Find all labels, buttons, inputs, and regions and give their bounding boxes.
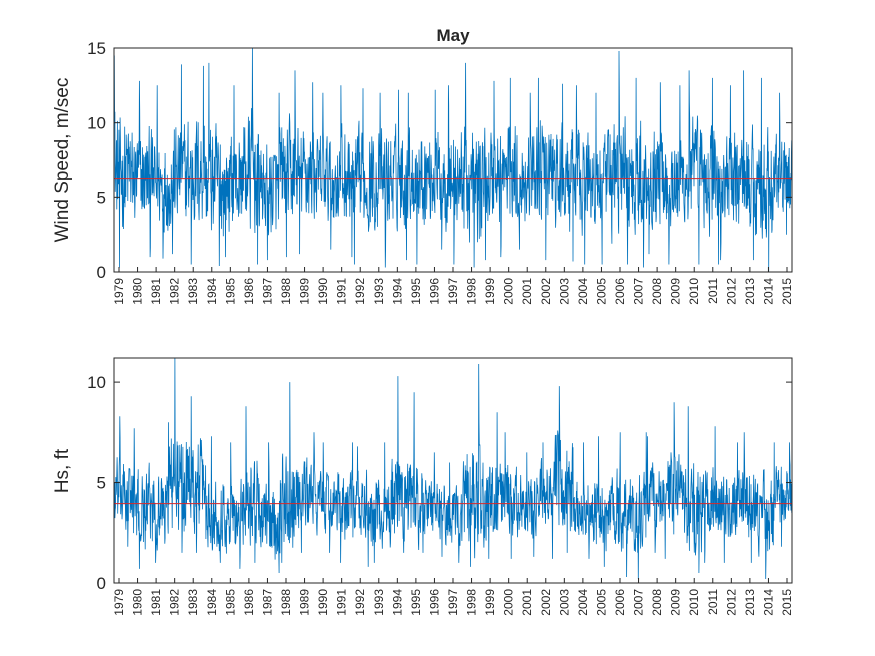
wave-height-x-tick-label: 2007 <box>632 589 646 616</box>
wind-speed-x-tick-label: 2008 <box>650 278 664 305</box>
wave-height-x-tick-label: 1989 <box>298 589 312 616</box>
wave-height-y-tick-label: 0 <box>97 574 106 593</box>
wind-speed-y-tick-label: 5 <box>97 188 106 207</box>
chart-title: May <box>436 26 470 45</box>
wind-speed-x-tick-label: 1995 <box>409 278 423 305</box>
wave-height-x-tick-label: 2012 <box>724 589 738 616</box>
wind-speed-x-tick-label: 1979 <box>112 278 126 305</box>
wave-height-x-tick-label: 1999 <box>483 589 497 616</box>
wave-height-x-tick-label: 2005 <box>594 589 608 616</box>
wave-height-x-tick-label: 1981 <box>149 589 163 616</box>
wave-height-x-tick-label: 1994 <box>390 589 404 616</box>
wave-height-x-tick-label: 1984 <box>205 589 219 616</box>
wind-speed-x-tick-label: 1998 <box>465 278 479 305</box>
wind-speed-x-tick-label: 1996 <box>427 278 441 305</box>
wind-speed-y-tick-label: 0 <box>97 263 106 282</box>
wind-speed-x-tick-label: 2013 <box>743 278 757 305</box>
wind-speed-x-tick-label: 1990 <box>316 278 330 305</box>
wind-speed-x-tick-label: 1999 <box>483 278 497 305</box>
wave-height-x-tick-label: 1982 <box>168 589 182 616</box>
wave-height-x-tick-label: 2008 <box>650 589 664 616</box>
wind-speed-x-tick-label: 1989 <box>298 278 312 305</box>
wave-height-x-tick-label: 2013 <box>743 589 757 616</box>
wind-speed-plot-area <box>113 47 793 273</box>
wave-height-x-tick-label: 2014 <box>761 589 775 616</box>
wave-height-axes: 0 5 10 1979 1980 1981 1982 1983 1984 1985 1986 198… <box>52 357 794 616</box>
wave-height-series-group <box>113 357 793 580</box>
wave-height-x-tick-label: 1988 <box>279 589 293 616</box>
wave-height-x-tick-label: 1995 <box>409 589 423 616</box>
wind-speed-x-tick-label: 2004 <box>576 278 590 305</box>
wave-height-y-tick-label: 5 <box>97 474 106 493</box>
wave-height-x-tick-label: 1991 <box>335 589 349 616</box>
wind-speed-x-tick-label: 2015 <box>780 278 794 305</box>
wind-speed-x-tick-label: 1985 <box>223 278 237 305</box>
wave-height-axes-frame <box>113 357 793 584</box>
wind-speed-x-tick-label: 1980 <box>131 278 145 305</box>
wind-speed-series-group <box>113 47 793 273</box>
wave-height-x-tick-label: 2006 <box>613 589 627 616</box>
wind-speed-x-tick-label: 1986 <box>242 278 256 305</box>
wave-height-x-tick-label: 1986 <box>242 589 256 616</box>
wave-height-x-tick-label: 1987 <box>260 589 274 616</box>
wave-height-x-tick-label: 1980 <box>131 589 145 616</box>
wind-speed-x-tick-label: 2001 <box>520 278 534 305</box>
wave-height-x-tick-label: 2015 <box>780 589 794 616</box>
wind-speed-y-tick-label: 15 <box>87 39 106 58</box>
wave-height-x-tick-label: 1998 <box>465 589 479 616</box>
wind-speed-x-tick-label: 1988 <box>279 278 293 305</box>
wind-speed-series-line <box>113 47 793 273</box>
wind-speed-x-tick-label: 1984 <box>205 278 219 305</box>
wind-speed-x-tick-label: 2014 <box>761 278 775 305</box>
wind-speed-x-tick-label: 1981 <box>149 278 163 305</box>
wind-speed-y-tick-label: 10 <box>87 114 106 133</box>
wind-speed-x-tick-label: 2006 <box>613 278 627 305</box>
wind-speed-x-tick-label: 2012 <box>724 278 738 305</box>
wind-speed-x-tick-label: 1994 <box>390 278 404 305</box>
wind-speed-y-axis-label: Wind Speed, m/sec <box>52 78 73 243</box>
wave-height-x-tick-label: 2004 <box>576 589 590 616</box>
wave-height-y-axis-label: Hs, ft <box>52 448 73 493</box>
wind-speed-x-tick-label: 1983 <box>186 278 200 305</box>
wave-height-series-line <box>113 357 793 580</box>
wave-height-x-tick-label: 1985 <box>223 589 237 616</box>
wind-speed-x-tick-label: 1982 <box>168 278 182 305</box>
wave-height-x-tick-label: 2009 <box>669 589 683 616</box>
wave-height-x-tick-label: 1992 <box>353 589 367 616</box>
wave-height-x-tick-label: 1993 <box>372 589 386 616</box>
wind-speed-x-tick-label: 1992 <box>353 278 367 305</box>
wind-speed-x-ticks: 1979 1980 1981 1982 1983 1984 1985 1986 1987 1988… <box>112 267 794 305</box>
wave-height-x-ticks: 1979 1980 1981 1982 1983 1984 1985 1986 1987 1988… <box>112 578 794 616</box>
wind-speed-x-tick-label: 2002 <box>539 278 553 305</box>
wave-height-x-tick-label: 2002 <box>539 589 553 616</box>
wind-speed-x-tick-label: 2005 <box>594 278 608 305</box>
wind-speed-x-tick-label: 2007 <box>632 278 646 305</box>
wave-height-x-tick-label: 2010 <box>687 589 701 616</box>
wind-speed-y-ticks: 0 5 10 15 <box>87 39 792 282</box>
wind-speed-x-tick-label: 1993 <box>372 278 386 305</box>
wind-speed-x-tick-label: 1991 <box>335 278 349 305</box>
wave-height-x-tick-label: 2011 <box>706 589 720 615</box>
wind-speed-x-tick-label: 2003 <box>557 278 571 305</box>
wave-height-x-tick-label: 2003 <box>557 589 571 616</box>
wind-speed-x-tick-label: 1987 <box>260 278 274 305</box>
wave-height-x-tick-label: 1979 <box>112 589 126 616</box>
wave-height-x-tick-label: 2000 <box>502 589 516 616</box>
wind-speed-axes-frame <box>113 47 793 273</box>
wind-speed-x-tick-label: 2011 <box>706 278 720 304</box>
wave-height-x-tick-label: 1996 <box>427 589 441 616</box>
wave-height-x-tick-label: 2001 <box>520 589 534 616</box>
wave-height-x-tick-label: 1990 <box>316 589 330 616</box>
wave-height-plot-area <box>113 357 793 584</box>
wind-speed-x-tick-label: 2010 <box>687 278 701 305</box>
wind-speed-x-tick-label: 2009 <box>669 278 683 305</box>
wave-height-y-tick-label: 10 <box>87 373 106 392</box>
wave-height-x-tick-label: 1983 <box>186 589 200 616</box>
wave-height-x-tick-label: 1997 <box>446 589 460 616</box>
wind-speed-x-tick-label: 1997 <box>446 278 460 305</box>
wind-speed-x-tick-label: 2000 <box>502 278 516 305</box>
